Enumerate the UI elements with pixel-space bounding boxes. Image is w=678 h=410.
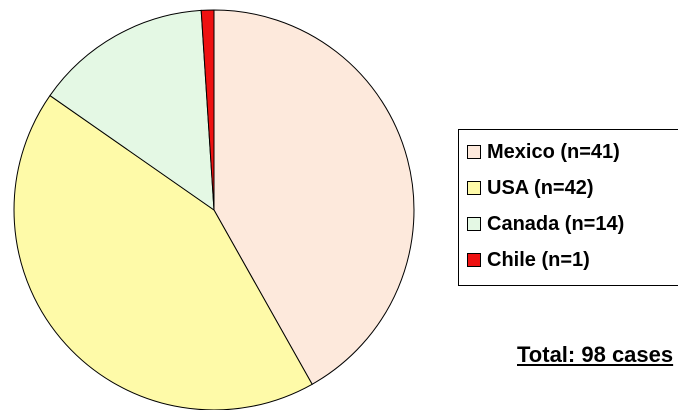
- legend-swatch-mexico: [467, 145, 481, 159]
- legend-swatch-chile: [467, 253, 481, 267]
- legend-item-usa: USA (n=42): [467, 176, 594, 200]
- pie-slice-mexico: [213, 9, 415, 385]
- legend-item-canada: Canada (n=14): [467, 212, 624, 236]
- legend-item-mexico: Mexico (n=41): [467, 140, 620, 164]
- legend-label-mexico: Mexico (n=41): [487, 140, 620, 163]
- legend-item-chile: Chile (n=1): [467, 248, 590, 272]
- legend-label-chile: Chile (n=1): [487, 248, 590, 271]
- legend-label-canada: Canada (n=14): [487, 212, 625, 235]
- pie-slice-chile: [200, 9, 215, 211]
- legend-swatch-usa: [467, 181, 481, 195]
- pie-slice-canada: [49, 9, 215, 212]
- total-annotation: Total: 98 cases: [517, 342, 674, 367]
- pie-slice-usa: [13, 94, 313, 410]
- legend-swatch-canada: [467, 217, 481, 231]
- legend-label-usa: USA (n=42): [487, 176, 594, 199]
- legend: Mexico (n=41) USA (n=42) Canada (n=14) C…: [458, 129, 678, 286]
